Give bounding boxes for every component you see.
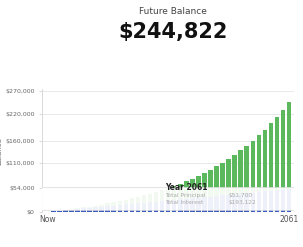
Bar [245,146,249,193]
Bar [75,209,80,212]
Bar [281,190,285,212]
Bar [154,202,158,212]
Bar [118,201,122,205]
Bar [69,210,74,212]
Bar [269,191,273,212]
Bar [87,206,92,208]
Bar [214,166,219,196]
Bar [142,195,146,203]
Bar [238,194,243,212]
Bar [142,203,146,212]
Bar [57,211,62,212]
Bar [275,117,279,190]
Bar [257,192,261,212]
Bar [190,179,195,198]
Bar [130,204,134,212]
Bar [69,209,74,210]
Bar [202,197,207,212]
Bar [220,163,225,195]
Bar [99,205,104,207]
Text: Total Interest: Total Interest [165,200,203,205]
Bar [75,208,80,209]
Bar [287,103,291,189]
Bar [172,186,176,200]
Bar [226,195,231,212]
Bar [281,110,285,190]
Bar [220,195,225,212]
Bar [251,193,255,212]
Bar [263,130,267,191]
Bar [190,198,195,212]
Bar [184,181,188,199]
Bar [257,135,261,192]
Text: Total Principal: Total Principal [165,193,206,199]
Bar [87,208,92,212]
Text: $193,122: $193,122 [229,200,256,205]
Bar [130,198,134,204]
Bar [148,194,152,202]
Bar [232,155,237,194]
Y-axis label: Balance: Balance [0,137,2,165]
Bar [154,192,158,202]
Bar [63,210,68,212]
Bar [226,159,231,195]
Bar [263,191,267,212]
Bar [287,189,291,212]
Bar [172,200,176,212]
Bar [269,124,273,191]
Bar [105,206,110,212]
Bar [196,198,201,212]
Bar [51,211,55,212]
Bar [178,199,182,212]
Bar [214,196,219,212]
Bar [208,197,213,212]
Bar [245,193,249,212]
Text: $51,700: $51,700 [229,193,253,199]
Bar [238,150,243,194]
Bar [99,207,104,212]
Bar [184,199,188,212]
Bar [275,190,279,212]
Bar [136,203,140,212]
Bar [166,201,170,212]
Bar [251,141,255,193]
Text: Future Balance: Future Balance [139,7,207,16]
Bar [124,200,128,205]
FancyBboxPatch shape [0,187,303,211]
Bar [160,190,165,201]
Bar [208,170,213,197]
Bar [112,202,116,206]
Bar [136,197,140,203]
Text: $244,822: $244,822 [118,22,227,42]
Bar [81,208,86,212]
Bar [148,202,152,212]
Bar [93,206,98,207]
Bar [105,204,110,206]
Bar [202,173,207,197]
Text: Year 2061: Year 2061 [165,183,208,192]
Bar [112,206,116,212]
Bar [81,207,86,208]
Bar [118,205,122,212]
Bar [196,176,201,198]
Bar [160,201,165,212]
Bar [124,205,128,212]
Bar [178,184,182,199]
Bar [166,188,170,201]
Bar [232,194,237,212]
Bar [93,207,98,212]
